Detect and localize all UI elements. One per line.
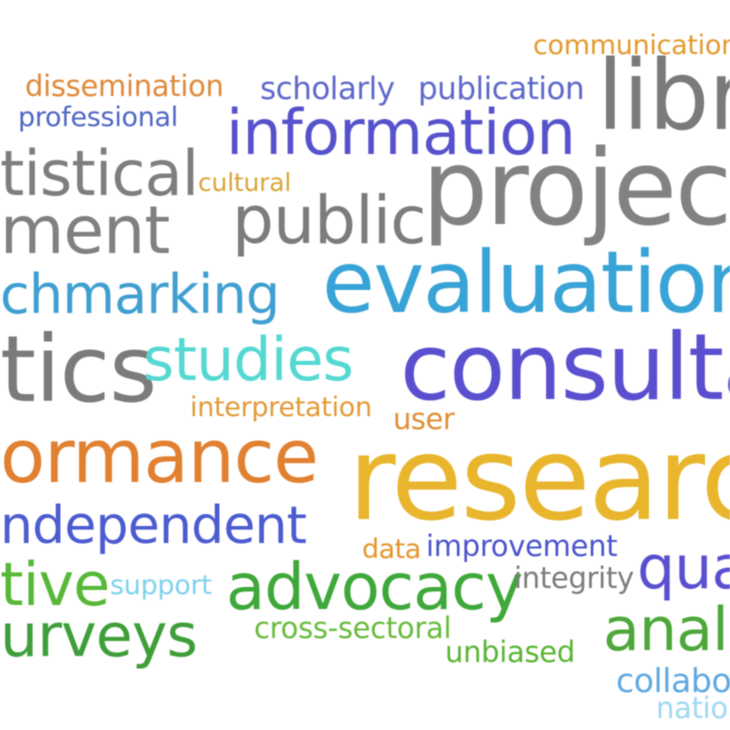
- word-natio: natio: [656, 691, 728, 725]
- word-studies: studies: [143, 325, 354, 395]
- word-chmarking: chmarking: [0, 263, 280, 326]
- word-tistical: tistical: [0, 137, 199, 210]
- word-improvement: improvement: [426, 529, 618, 563]
- word-tics: tics: [0, 316, 157, 423]
- word-qua: qua: [637, 533, 730, 603]
- word-dissemination: dissemination: [25, 69, 224, 103]
- word-ment: ment: [0, 192, 170, 269]
- word-researc: researc: [348, 412, 730, 547]
- word-publication: publication: [418, 71, 585, 107]
- word-urveys: urveys: [0, 601, 198, 671]
- word-scholarly: scholarly: [260, 71, 395, 107]
- word-cultural: cultural: [198, 168, 292, 197]
- word-consulta: consulta: [400, 314, 730, 421]
- word-information: information: [226, 96, 576, 169]
- word-ndependent: ndependent: [0, 496, 307, 556]
- word-user: user: [393, 402, 455, 436]
- word-unbiased: unbiased: [445, 635, 575, 669]
- word-projects: projects: [422, 127, 730, 249]
- word-public: public: [232, 182, 427, 259]
- word-libra: libra: [597, 40, 730, 152]
- word-support: support: [110, 570, 212, 601]
- word-ormance: ormance: [0, 414, 319, 500]
- word-analy: analy: [603, 595, 730, 665]
- word-tive: tive: [0, 550, 110, 620]
- word-communication: communication: [533, 30, 730, 61]
- word-professional: professional: [18, 102, 178, 133]
- word-evaluation: evaluation: [322, 233, 730, 333]
- word-integrity: integrity: [514, 561, 634, 595]
- word-cross-sectoral: cross-sectoral: [254, 611, 452, 645]
- word-collabor: collabor: [616, 661, 730, 700]
- word-data: data: [362, 534, 421, 565]
- word-advocacy: advocacy: [226, 551, 523, 625]
- word-interpretation: interpretation: [190, 392, 372, 423]
